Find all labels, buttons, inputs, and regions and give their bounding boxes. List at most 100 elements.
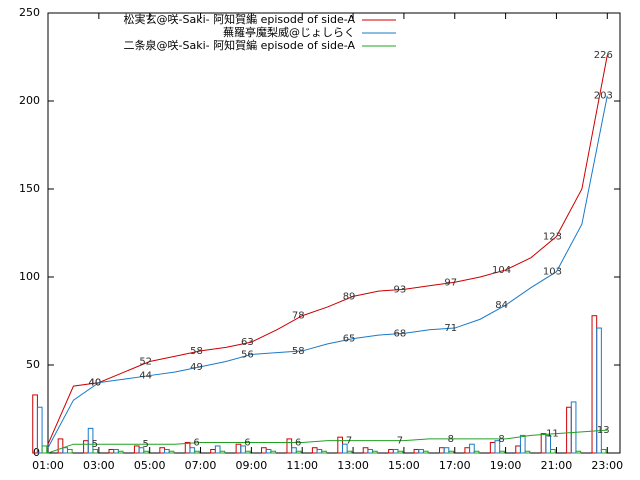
value-label: 104: [492, 265, 511, 276]
value-label: 8: [448, 434, 454, 445]
bar: [413, 448, 420, 454]
bar: [464, 447, 471, 454]
bar: [316, 448, 323, 454]
bar: [261, 447, 267, 454]
value-label: 40: [88, 378, 101, 389]
bar: [519, 434, 526, 454]
bar: [346, 450, 353, 454]
bar: [570, 401, 577, 454]
value-label: 84: [495, 300, 508, 311]
bar: [418, 448, 424, 454]
x-tick-label: 13:00: [337, 459, 369, 472]
bar: [240, 445, 246, 454]
x-tick-label: 03:00: [83, 459, 115, 472]
x-tick-label: 07:00: [185, 459, 217, 472]
bar: [62, 447, 68, 454]
value-label: 63: [241, 337, 254, 348]
value-label: 49: [190, 362, 203, 373]
bar: [219, 450, 226, 454]
bar: [159, 447, 166, 454]
bar: [32, 394, 38, 454]
bar: [133, 445, 140, 454]
bar: [244, 450, 251, 454]
bar: [372, 450, 378, 454]
bar: [575, 450, 582, 454]
bar: [422, 450, 429, 454]
bar: [184, 441, 191, 454]
value-label: 52: [139, 356, 152, 367]
bar: [235, 443, 242, 454]
value-label: 6: [244, 437, 250, 448]
bar: [189, 447, 196, 454]
series-line: [47, 429, 608, 454]
value-label: 44: [139, 371, 152, 382]
bar: [545, 434, 552, 454]
x-tick-label: 11:00: [286, 459, 318, 472]
value-label: 7: [346, 436, 352, 447]
series-line: [47, 95, 608, 448]
bar: [168, 450, 175, 454]
bar: [286, 438, 293, 454]
bar: [596, 327, 602, 454]
bar: [87, 427, 94, 454]
value-label: 71: [444, 323, 457, 334]
bar: [113, 448, 119, 454]
bar: [92, 448, 99, 454]
value-label: 56: [241, 349, 254, 360]
bar: [164, 448, 170, 454]
bar: [214, 445, 221, 454]
value-label: 5: [92, 439, 98, 450]
bar: [341, 443, 348, 454]
bar: [392, 448, 399, 454]
bar: [311, 447, 318, 454]
value-label: 97: [444, 277, 457, 288]
value-label: 68: [394, 328, 407, 339]
x-tick-label: 19:00: [490, 459, 522, 472]
bar: [291, 447, 297, 454]
bar: [397, 450, 404, 454]
y-tick-label: 100: [19, 270, 40, 283]
bar: [367, 448, 374, 454]
bar: [66, 448, 73, 454]
bar: [117, 450, 124, 454]
legend-label: 蕪羅亭魔梨威@じょしらく: [223, 25, 355, 39]
bar: [600, 448, 607, 454]
value-label: 123: [543, 232, 562, 243]
y-tick-label: 150: [19, 182, 40, 195]
value-label: 89: [343, 291, 356, 302]
bar: [138, 447, 145, 454]
bar: [439, 447, 445, 454]
bar: [443, 447, 450, 454]
x-tick-label: 21:00: [541, 459, 573, 472]
bar: [499, 450, 505, 454]
value-label: 8: [498, 434, 504, 445]
value-label: 6: [193, 437, 199, 448]
bar: [57, 438, 64, 454]
bar: [566, 406, 572, 454]
bar: [473, 450, 480, 454]
bar: [494, 440, 501, 454]
value-label: 65: [343, 334, 356, 345]
value-label: 58: [292, 346, 305, 357]
bar: [295, 450, 302, 454]
series-line: [47, 55, 608, 445]
bar: [550, 448, 556, 454]
y-tick-label: 0: [33, 446, 40, 459]
x-tick-label: 17:00: [439, 459, 471, 472]
value-label: 40: [88, 378, 101, 389]
bar: [388, 448, 394, 454]
value-label: 11: [546, 429, 559, 440]
value-label: 7: [397, 436, 403, 447]
bar: [469, 443, 475, 454]
bar: [362, 447, 369, 454]
value-label: 78: [292, 311, 305, 322]
x-tick-label: 01:00: [32, 459, 64, 472]
bar: [337, 436, 343, 454]
value-label: 13: [597, 425, 610, 436]
bar: [265, 448, 272, 454]
value-label: 226: [594, 50, 613, 61]
bar: [270, 450, 277, 454]
y-tick-label: 50: [26, 358, 40, 371]
bar: [36, 406, 43, 454]
